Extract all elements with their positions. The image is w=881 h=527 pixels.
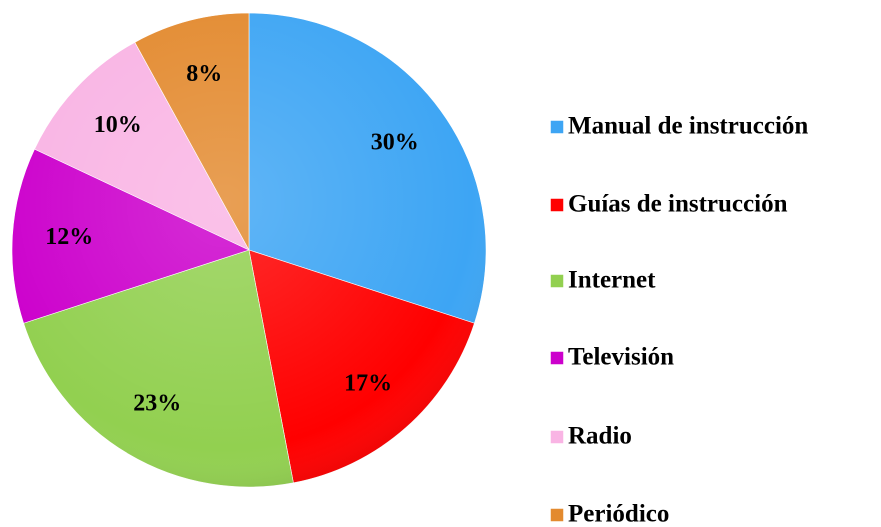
legend-swatch: [549, 350, 565, 366]
legend-swatch: [549, 507, 565, 523]
legend-label: Televisión: [568, 344, 674, 371]
legend-swatch: [549, 119, 565, 135]
data-label: 8%: [186, 61, 222, 87]
data-label: 23%: [133, 391, 181, 417]
legend-swatch: [549, 197, 565, 213]
legend-label: Periódico: [568, 501, 669, 527]
data-label: 12%: [45, 224, 93, 250]
legend-swatch: [549, 429, 565, 445]
legend-swatch: [549, 273, 565, 289]
data-label: 30%: [371, 130, 419, 156]
legend-label: Manual de instrucción: [568, 113, 808, 140]
data-label: 10%: [94, 112, 142, 138]
data-label: 17%: [344, 371, 392, 397]
legend-label: Radio: [568, 423, 632, 450]
legend-label: Internet: [568, 267, 656, 294]
legend-label: Guías de instrucción: [568, 191, 788, 218]
